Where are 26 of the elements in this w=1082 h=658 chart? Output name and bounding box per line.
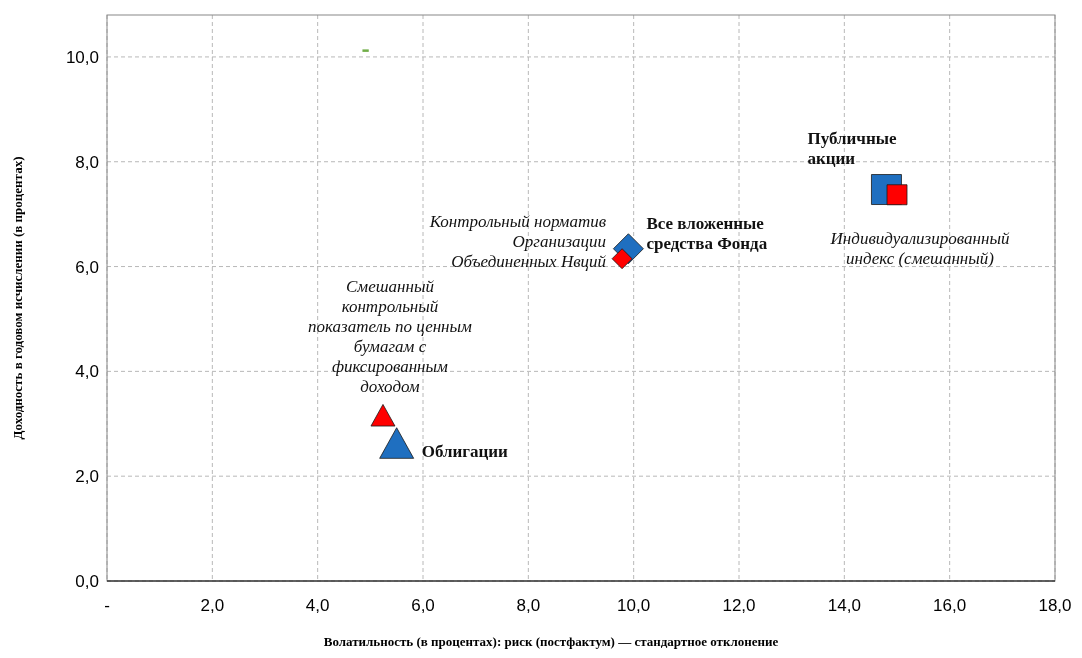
y-tick-label: 8,0	[75, 152, 99, 172]
y-tick-label: 2,0	[75, 467, 99, 487]
y-tick-label: 6,0	[75, 257, 99, 277]
text: Индивидуализированный индекс (смешанный)	[829, 228, 1010, 268]
series-label: Контрольный норматив Организации Объединенных Нвций	[428, 211, 607, 271]
x-tick-label: 10,0	[617, 596, 651, 615]
y-tick-label: 0,0	[75, 571, 99, 591]
x-tick-label: -	[104, 596, 110, 615]
y-axis-title: Доходность в годовом исчислении (в процентах)	[10, 156, 25, 440]
x-tick-label: 14,0	[827, 596, 861, 615]
x-tick-label: 8,0	[516, 596, 541, 615]
x-tick-label: 16,0	[933, 596, 967, 615]
point	[370, 404, 396, 427]
text: Смешанный контрольный показатель по ценным бумагам с фиксированным доходом	[308, 277, 473, 397]
x-tick-label: 12,0	[722, 596, 756, 615]
y-tick-label: 4,0	[75, 362, 99, 382]
x-tick-label: 2,0	[200, 596, 225, 615]
point	[379, 427, 415, 459]
series-label: Все вложенные средства Фонда	[646, 213, 768, 253]
x-tick-label: 18,0	[1038, 596, 1072, 615]
x-tick-label: 4,0	[305, 596, 330, 615]
x-axis-title: Волатильность (в процентах): риск (постфактум) — стандартное отклонение	[323, 634, 779, 649]
series-label: Публичные акции	[807, 128, 898, 168]
y-tick-label: 10,0	[65, 47, 99, 67]
series-label: Облигации	[421, 441, 509, 461]
x-tick-label: 6,0	[411, 596, 435, 615]
